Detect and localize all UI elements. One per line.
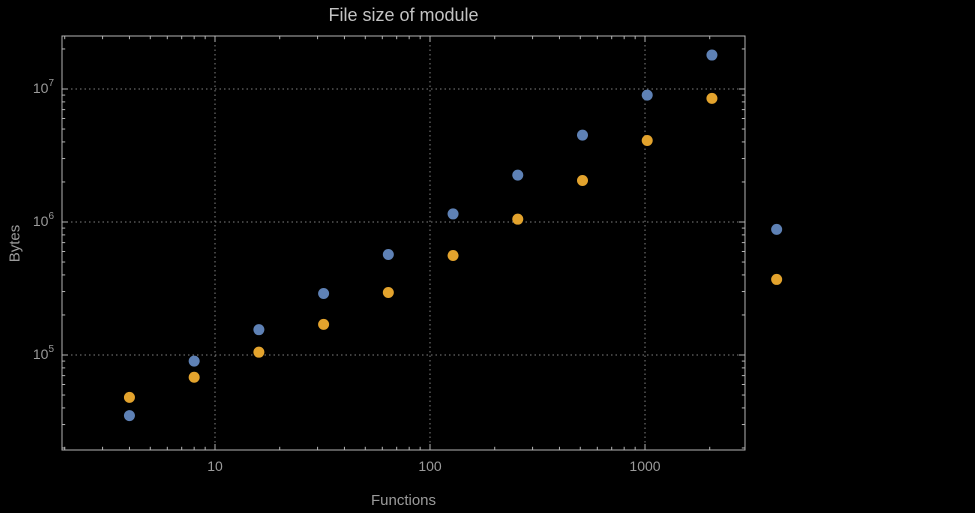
x-tick-label: 1000 <box>629 458 660 474</box>
data-point-series-blue <box>253 324 265 336</box>
y-tick-label: 106 <box>33 211 55 229</box>
data-point-series-blue <box>188 355 200 367</box>
data-point-series-orange <box>123 391 135 403</box>
data-point-series-blue <box>318 288 330 300</box>
x-axis-label: Functions <box>370 492 437 509</box>
data-point-series-orange <box>576 175 588 187</box>
data-point-series-blue <box>512 169 524 181</box>
plot-frame <box>61 35 746 451</box>
x-tick-label: 100 <box>418 458 442 474</box>
data-point-series-blue <box>641 89 653 101</box>
data-point-series-orange <box>253 346 265 358</box>
data-point-series-orange <box>188 371 200 383</box>
data-point-series-blue <box>576 129 588 141</box>
data-point-series-orange <box>382 287 394 299</box>
data-point-series-blue <box>771 223 783 235</box>
data-point-series-orange <box>706 92 718 104</box>
data-point-series-orange <box>447 249 459 261</box>
x-tick-label: 10 <box>207 458 223 474</box>
data-point-series-orange <box>641 134 653 146</box>
data-point-series-orange <box>512 213 524 225</box>
chart-title: File size of module <box>328 5 479 25</box>
data-point-series-orange <box>771 273 783 285</box>
data-point-series-blue <box>123 410 135 422</box>
data-point-series-blue <box>706 49 718 61</box>
data-point-series-blue <box>447 208 459 220</box>
y-tick-label: 107 <box>33 78 55 96</box>
data-point-series-blue <box>382 248 394 260</box>
data-point-series-orange <box>318 318 330 330</box>
y-tick-label: 105 <box>33 344 55 362</box>
